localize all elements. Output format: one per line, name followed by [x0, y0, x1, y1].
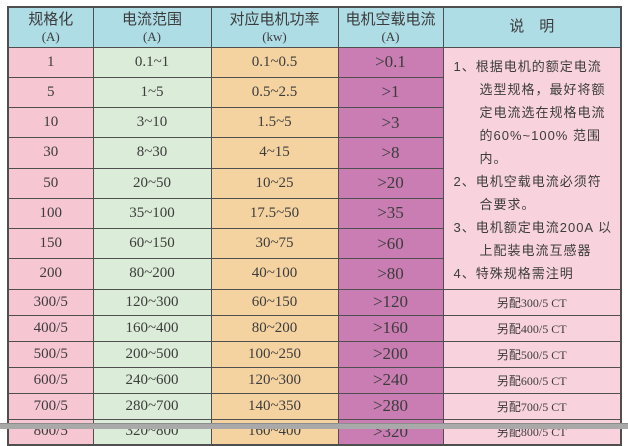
spec-cell: 30 — [7, 137, 94, 169]
header-unit: (kw) — [262, 28, 287, 44]
noload-cell: >8 — [337, 137, 444, 169]
table-row: 700/5 280~700 140~350 >280 另配700/5 CT — [7, 392, 622, 420]
header-label: 电流范围 — [121, 10, 182, 28]
range-cell: 3~10 — [92, 106, 212, 139]
range-cell: 8~30 — [92, 137, 212, 169]
range-cell: 60~150 — [92, 227, 212, 260]
noload-cell: >35 — [337, 197, 444, 230]
range-cell: 280~700 — [92, 392, 212, 420]
header-label: 对应电机功率 — [229, 10, 320, 28]
power-cell: 40~100 — [210, 258, 339, 290]
table-row: 200 80~200 40~100 >80 — [7, 258, 621, 290]
range-cell: 1~5 — [92, 76, 212, 109]
noload-cell: >160 — [337, 314, 444, 342]
noload-cell: >280 — [337, 392, 444, 420]
spec-cell: 400/5 — [7, 314, 94, 342]
header-label: 规格化 — [28, 10, 74, 28]
power-cell: 1.5~5 — [210, 106, 339, 139]
header-cell-power: 对应电机功率 (kw) — [210, 6, 339, 48]
table-row: 500/5 200~500 100~250 >200 另配500/5 CT — [7, 340, 622, 368]
noload-cell: >3 — [337, 106, 444, 139]
range-cell: 80~200 — [92, 258, 212, 290]
note-item: 2、电机空载电流必须符合要求。 — [453, 173, 602, 212]
header-cell-noload: 电机空载电流 (A) — [337, 6, 444, 48]
noload-cell: >240 — [337, 366, 444, 394]
header-label: 电机空载电流 — [345, 10, 436, 28]
power-cell: 0.5~2.5 — [210, 76, 339, 109]
note-item: 1、根据电机的额定电流选型规格，最好将额定电流选在规格电流的60%~100% 范… — [453, 58, 606, 166]
note-item: 4、特殊规格需注明 — [453, 265, 574, 281]
range-cell: 160~400 — [92, 314, 212, 342]
spec-cell: 600/5 — [7, 366, 94, 394]
spec-cell: 10 — [7, 106, 94, 139]
spec-cell: 1 — [7, 46, 94, 78]
range-cell: 35~100 — [92, 197, 212, 230]
noload-cell: >120 — [337, 288, 444, 316]
spec-cell: 300/5 — [7, 288, 94, 316]
table-row: 600/5 240~600 120~300 >240 另配600/5 CT — [7, 366, 622, 394]
noload-cell: >1 — [337, 76, 444, 109]
page: { "table": { "headers": [ { "line1": "规格… — [0, 6, 628, 446]
header-row: 规格化 (A) 电流范围 (A) 对应电机功率 (kw) 电机空载电流 (A) … — [7, 6, 622, 48]
header-cell-notes: 说 明 — [442, 6, 622, 48]
power-cell: 17.5~50 — [210, 197, 339, 230]
spec-table: 规格化 (A) 电流范围 (A) 对应电机功率 (kw) 电机空载电流 (A) … — [7, 6, 622, 446]
noload-cell: >80 — [337, 258, 444, 290]
table-row: 300/5 120~300 60~150 >120 另配300/5 CT — [7, 288, 622, 316]
header-unit: (A) — [381, 28, 400, 44]
noload-cell: >200 — [337, 340, 444, 368]
power-cell: 4~15 — [210, 137, 339, 169]
power-cell: 120~300 — [210, 366, 339, 394]
spec-cell: 500/5 — [7, 340, 94, 368]
spec-cell: 200 — [7, 258, 94, 290]
range-cell: 240~600 — [92, 366, 212, 394]
ct-note-cell: 另配300/5 CT — [442, 288, 622, 316]
power-cell: 100~250 — [210, 340, 339, 368]
noload-cell: >20 — [337, 167, 444, 199]
spec-cell: 700/5 — [7, 392, 94, 420]
range-cell: 200~500 — [92, 340, 212, 368]
ct-note-cell: 另配500/5 CT — [442, 340, 622, 368]
spec-cell: 150 — [7, 227, 94, 260]
spec-cell: 100 — [7, 197, 94, 230]
range-cell: 20~50 — [92, 167, 212, 199]
table-row: 10 3~10 1.5~5 >3 — [7, 106, 621, 139]
power-cell: 0.1~0.5 — [210, 46, 339, 78]
table-row: 100 35~100 17.5~50 >35 — [7, 197, 621, 230]
table-row: 1 0.1~1 0.1~0.5 >0.1 1、根据电机的额定电流选型规格，最好将… — [7, 46, 622, 290]
power-cell: 60~150 — [210, 288, 339, 316]
ct-note-cell: 另配600/5 CT — [442, 366, 622, 394]
power-cell: 140~350 — [210, 392, 339, 420]
power-cell: 30~75 — [210, 227, 339, 260]
ct-note-cell: 另配700/5 CT — [442, 392, 622, 420]
header-cell-range: 电流范围 (A) — [92, 6, 212, 48]
spec-cell: 5 — [7, 76, 94, 109]
power-cell: 80~200 — [210, 314, 339, 342]
table-row: 5 1~5 0.5~2.5 >1 — [7, 76, 621, 109]
bottom-edge-strip — [0, 423, 628, 429]
range-cell: 0.1~1 — [92, 46, 212, 78]
table-row: 400/5 160~400 80~200 >160 另配400/5 CT — [7, 314, 622, 342]
note-item: 3、电机额定电流200A 以上配装电流互感器 — [453, 219, 612, 258]
header-cell-spec: 规格化 (A) — [7, 6, 94, 48]
power-cell: 10~25 — [210, 167, 339, 199]
header-label: 说 明 — [509, 18, 555, 36]
range-cell: 120~300 — [92, 288, 212, 316]
header-unit: (A) — [41, 28, 60, 44]
noload-cell: >0.1 — [337, 46, 444, 78]
ct-note-cell: 另配400/5 CT — [442, 314, 622, 342]
header-unit: (A) — [142, 28, 162, 44]
notes-cell: 1、根据电机的额定电流选型规格，最好将额定电流选在规格电流的60%~100% 范… — [442, 46, 622, 290]
noload-cell: >60 — [337, 227, 444, 260]
table-row: 150 60~150 30~75 >60 — [7, 227, 621, 260]
spec-cell: 50 — [7, 167, 94, 199]
